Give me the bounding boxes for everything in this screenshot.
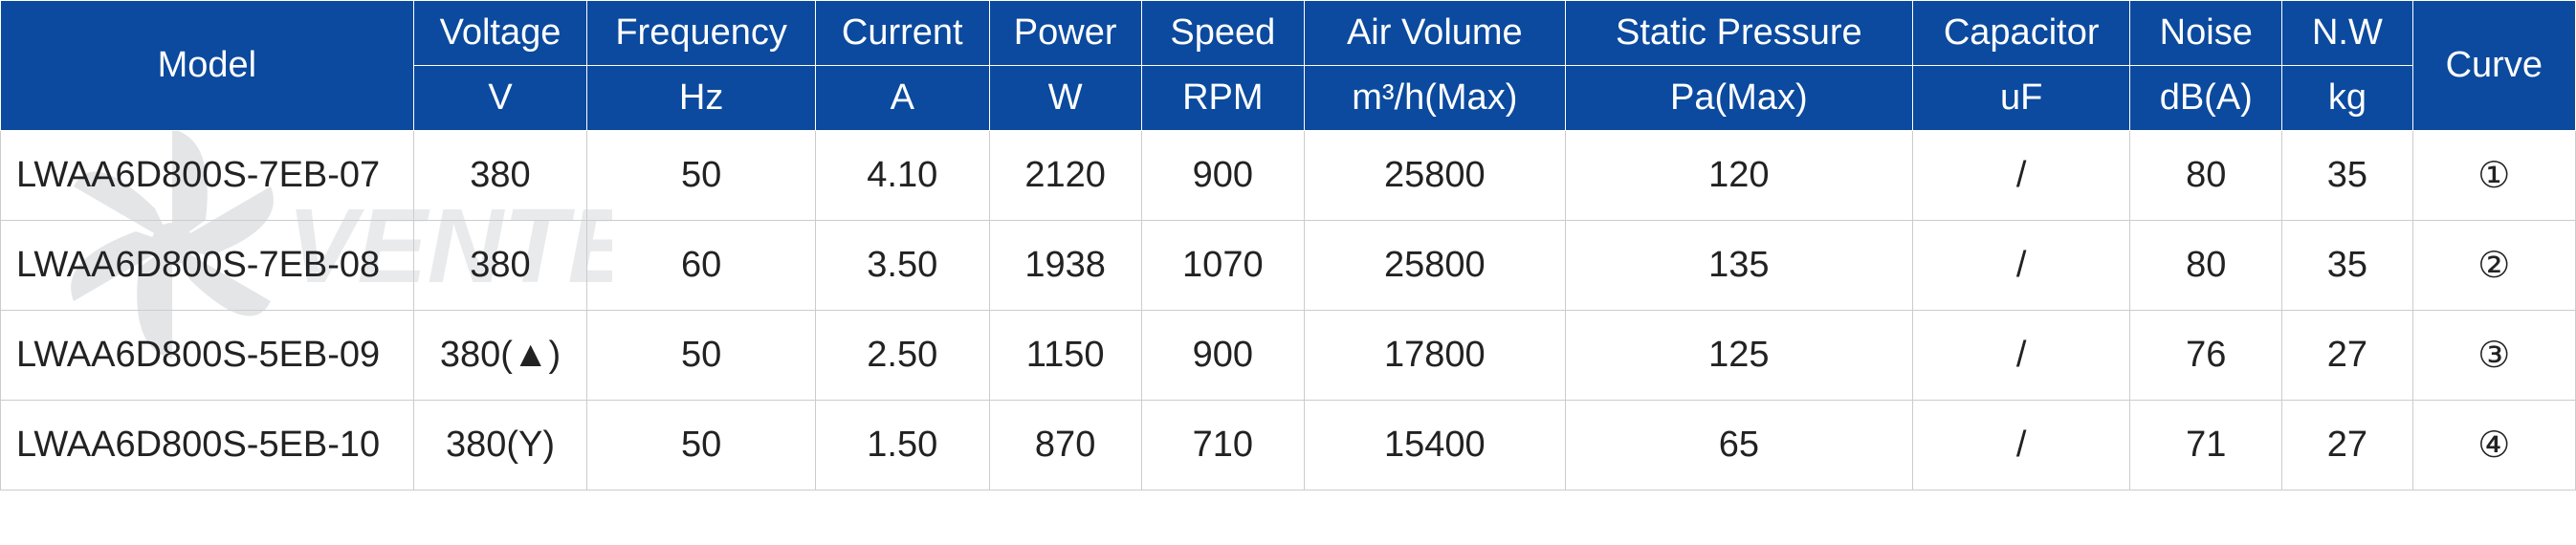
table-cell: LWAA6D800S-5EB-10 xyxy=(1,401,414,490)
table-cell: / xyxy=(1913,131,2130,221)
table-cell: 27 xyxy=(2282,401,2412,490)
col-curve-header: Curve xyxy=(2412,1,2575,131)
table-cell: / xyxy=(1913,221,2130,311)
table-cell: 120 xyxy=(1565,131,1912,221)
table-cell: 125 xyxy=(1565,311,1912,401)
col-frequency-unit: Hz xyxy=(587,66,816,131)
table-cell: LWAA6D800S-5EB-09 xyxy=(1,311,414,401)
col-frequency-header: Frequency xyxy=(587,1,816,66)
table-cell: ② xyxy=(2412,221,2575,311)
col-staticpressure-unit: Pa(Max) xyxy=(1565,66,1912,131)
table-cell: 1.50 xyxy=(815,401,989,490)
col-nw-unit: kg xyxy=(2282,66,2412,131)
table-row: LWAA6D800S-7EB-07380504.1021209002580012… xyxy=(1,131,2576,221)
table-cell: 4.10 xyxy=(815,131,989,221)
table-cell: 60 xyxy=(587,221,816,311)
table-cell: 710 xyxy=(1141,401,1304,490)
table-cell: 380 xyxy=(413,131,587,221)
table-row: LWAA6D800S-5EB-09380(▲)502.5011509001780… xyxy=(1,311,2576,401)
table-cell: ④ xyxy=(2412,401,2575,490)
table-cell: 900 xyxy=(1141,311,1304,401)
table-cell: 35 xyxy=(2282,221,2412,311)
table-cell: 25800 xyxy=(1305,221,1566,311)
table-row: LWAA6D800S-7EB-08380603.5019381070258001… xyxy=(1,221,2576,311)
table-cell: 50 xyxy=(587,131,816,221)
col-current-unit: A xyxy=(815,66,989,131)
col-power-header: Power xyxy=(989,1,1141,66)
table-row: LWAA6D800S-5EB-10380(Y)501.5087071015400… xyxy=(1,401,2576,490)
col-current-header: Current xyxy=(815,1,989,66)
col-staticpressure-header: Static Pressure xyxy=(1565,1,1912,66)
col-airvolume-header: Air Volume xyxy=(1305,1,1566,66)
table-cell: 50 xyxy=(587,401,816,490)
table-cell: 380 xyxy=(413,221,587,311)
table-cell: 80 xyxy=(2130,131,2282,221)
spec-table-body: LWAA6D800S-7EB-07380504.1021209002580012… xyxy=(1,131,2576,490)
table-cell: 2.50 xyxy=(815,311,989,401)
table-cell: 50 xyxy=(587,311,816,401)
table-cell: 71 xyxy=(2130,401,2282,490)
table-cell: 870 xyxy=(989,401,1141,490)
col-power-unit: W xyxy=(989,66,1141,131)
table-cell: 380(▲) xyxy=(413,311,587,401)
table-cell: 3.50 xyxy=(815,221,989,311)
col-noise-unit: dB(A) xyxy=(2130,66,2282,131)
col-voltage-header: Voltage xyxy=(413,1,587,66)
table-cell: 35 xyxy=(2282,131,2412,221)
table-cell: / xyxy=(1913,311,2130,401)
table-cell: ① xyxy=(2412,131,2575,221)
spec-table: Model Voltage Frequency Current Power Sp… xyxy=(0,0,2576,490)
col-capacitor-header: Capacitor xyxy=(1913,1,2130,66)
col-voltage-unit: V xyxy=(413,66,587,131)
header-row-names: Model Voltage Frequency Current Power Sp… xyxy=(1,1,2576,66)
table-cell: 27 xyxy=(2282,311,2412,401)
col-nw-header: N.W xyxy=(2282,1,2412,66)
table-cell: 1070 xyxy=(1141,221,1304,311)
table-cell: LWAA6D800S-7EB-08 xyxy=(1,221,414,311)
table-cell: 25800 xyxy=(1305,131,1566,221)
table-cell: 80 xyxy=(2130,221,2282,311)
table-cell: 2120 xyxy=(989,131,1141,221)
table-cell: 15400 xyxy=(1305,401,1566,490)
table-cell: 900 xyxy=(1141,131,1304,221)
col-noise-header: Noise xyxy=(2130,1,2282,66)
col-airvolume-unit: m³/h(Max) xyxy=(1305,66,1566,131)
table-cell: 380(Y) xyxy=(413,401,587,490)
col-capacitor-unit: uF xyxy=(1913,66,2130,131)
table-cell: 65 xyxy=(1565,401,1912,490)
table-cell: 1150 xyxy=(989,311,1141,401)
table-cell: 1938 xyxy=(989,221,1141,311)
col-speed-header: Speed xyxy=(1141,1,1304,66)
table-cell: / xyxy=(1913,401,2130,490)
table-cell: 17800 xyxy=(1305,311,1566,401)
table-cell: 76 xyxy=(2130,311,2282,401)
table-cell: 135 xyxy=(1565,221,1912,311)
table-cell: ③ xyxy=(2412,311,2575,401)
col-speed-unit: RPM xyxy=(1141,66,1304,131)
table-cell: LWAA6D800S-7EB-07 xyxy=(1,131,414,221)
col-model-header: Model xyxy=(1,1,414,131)
